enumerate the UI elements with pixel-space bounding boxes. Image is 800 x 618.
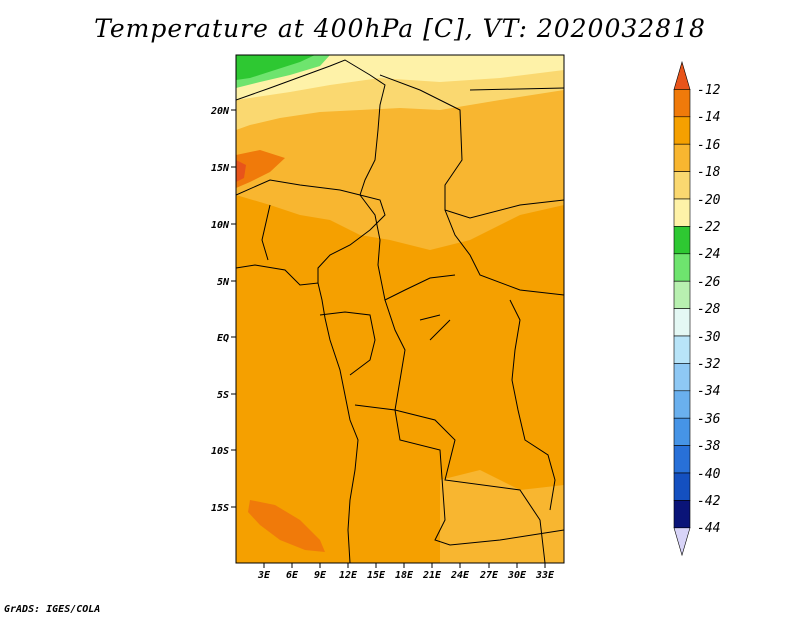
colorbar-bottom-arrow [673, 527, 691, 557]
field-patch-14-nw [236, 150, 285, 188]
colorbar-label: -36 [697, 412, 721, 427]
colorbar-cell [673, 472, 691, 501]
colorbar-cell [673, 143, 691, 172]
lon-label: 21E [422, 570, 442, 581]
lat-label: 5N [217, 277, 230, 288]
country-borders [236, 59, 564, 563]
lon-label: 24E [450, 570, 470, 581]
lon-label: 27E [479, 570, 499, 581]
colorbar-cell [673, 363, 691, 392]
colorbar-label: -38 [697, 439, 721, 454]
lat-label: 10S [211, 446, 229, 457]
colorbar-label: -34 [697, 384, 720, 399]
lon-label: 6E [286, 570, 299, 581]
colorbar-label: -16 [697, 138, 721, 153]
lat-label: 20N [210, 106, 230, 117]
field-band-24 [236, 55, 315, 80]
colorbar-label: -20 [697, 193, 721, 208]
field-patch-18-se [440, 470, 564, 563]
lat-label: 15S [211, 503, 229, 514]
colorbar-label: -14 [697, 110, 720, 125]
colorbar-cell [673, 226, 691, 255]
temperature-field [236, 55, 564, 563]
colorbar-label: -30 [697, 330, 721, 345]
colorbar-top-arrow [673, 60, 691, 90]
lon-label: 3E [257, 570, 271, 581]
lat-label: EQ [217, 333, 229, 344]
map-frame [235, 54, 565, 564]
colorbar-cell [673, 89, 691, 118]
lon-label: 15E [367, 570, 386, 581]
colorbar-cell [673, 445, 691, 474]
lat-label: 5S [217, 390, 229, 401]
lat-label: 10N [211, 220, 230, 231]
colorbar-cell [673, 335, 691, 364]
colorbar-labels: -12 -14 -16 -18 -20 -22 -24 -26 -28 -30 … [697, 83, 721, 536]
map-title: Temperature at 400hPa [C], VT: 202003281… [94, 14, 706, 43]
colorbar-label: -42 [697, 494, 721, 509]
colorbar-cell [673, 308, 691, 337]
lat-axis: 20N 15N 10N 5N EQ 5S 10S 15S [210, 106, 236, 514]
colorbar-label: -12 [697, 83, 721, 98]
lon-axis: 3E 6E 9E 12E 15E 18E 21E 24E 27E 30E 33E [257, 563, 555, 581]
field-patch-12 [236, 160, 246, 182]
colorbar-label: -26 [697, 275, 721, 290]
colorbar-label: -22 [697, 220, 721, 235]
colorbar-cell [673, 253, 691, 282]
colorbar-label: -28 [697, 302, 721, 317]
field-patch-14-sw [248, 500, 325, 552]
colorbar-cell [673, 171, 691, 200]
lon-label: 30E [507, 570, 527, 581]
colorbar-label: -18 [697, 165, 721, 180]
grads-credit: GrADS: IGES/COLA [4, 604, 101, 615]
lon-label: 33E [535, 570, 555, 581]
colorbar-label: -44 [697, 521, 720, 536]
colorbar-cell [673, 280, 691, 309]
colorbar-cell [673, 500, 691, 529]
lon-label: 9E [314, 570, 327, 581]
colorbar-label: -32 [697, 357, 721, 372]
colorbar-label: -24 [697, 247, 720, 262]
colorbar [673, 60, 691, 557]
colorbar-cell [673, 198, 691, 227]
colorbar-cell [673, 417, 691, 446]
colorbar-cell [673, 116, 691, 145]
lat-label: 15N [211, 163, 230, 174]
lon-label: 18E [395, 570, 414, 581]
colorbar-label: -40 [697, 467, 721, 482]
lon-label: 12E [339, 570, 358, 581]
colorbar-cell [673, 390, 691, 419]
